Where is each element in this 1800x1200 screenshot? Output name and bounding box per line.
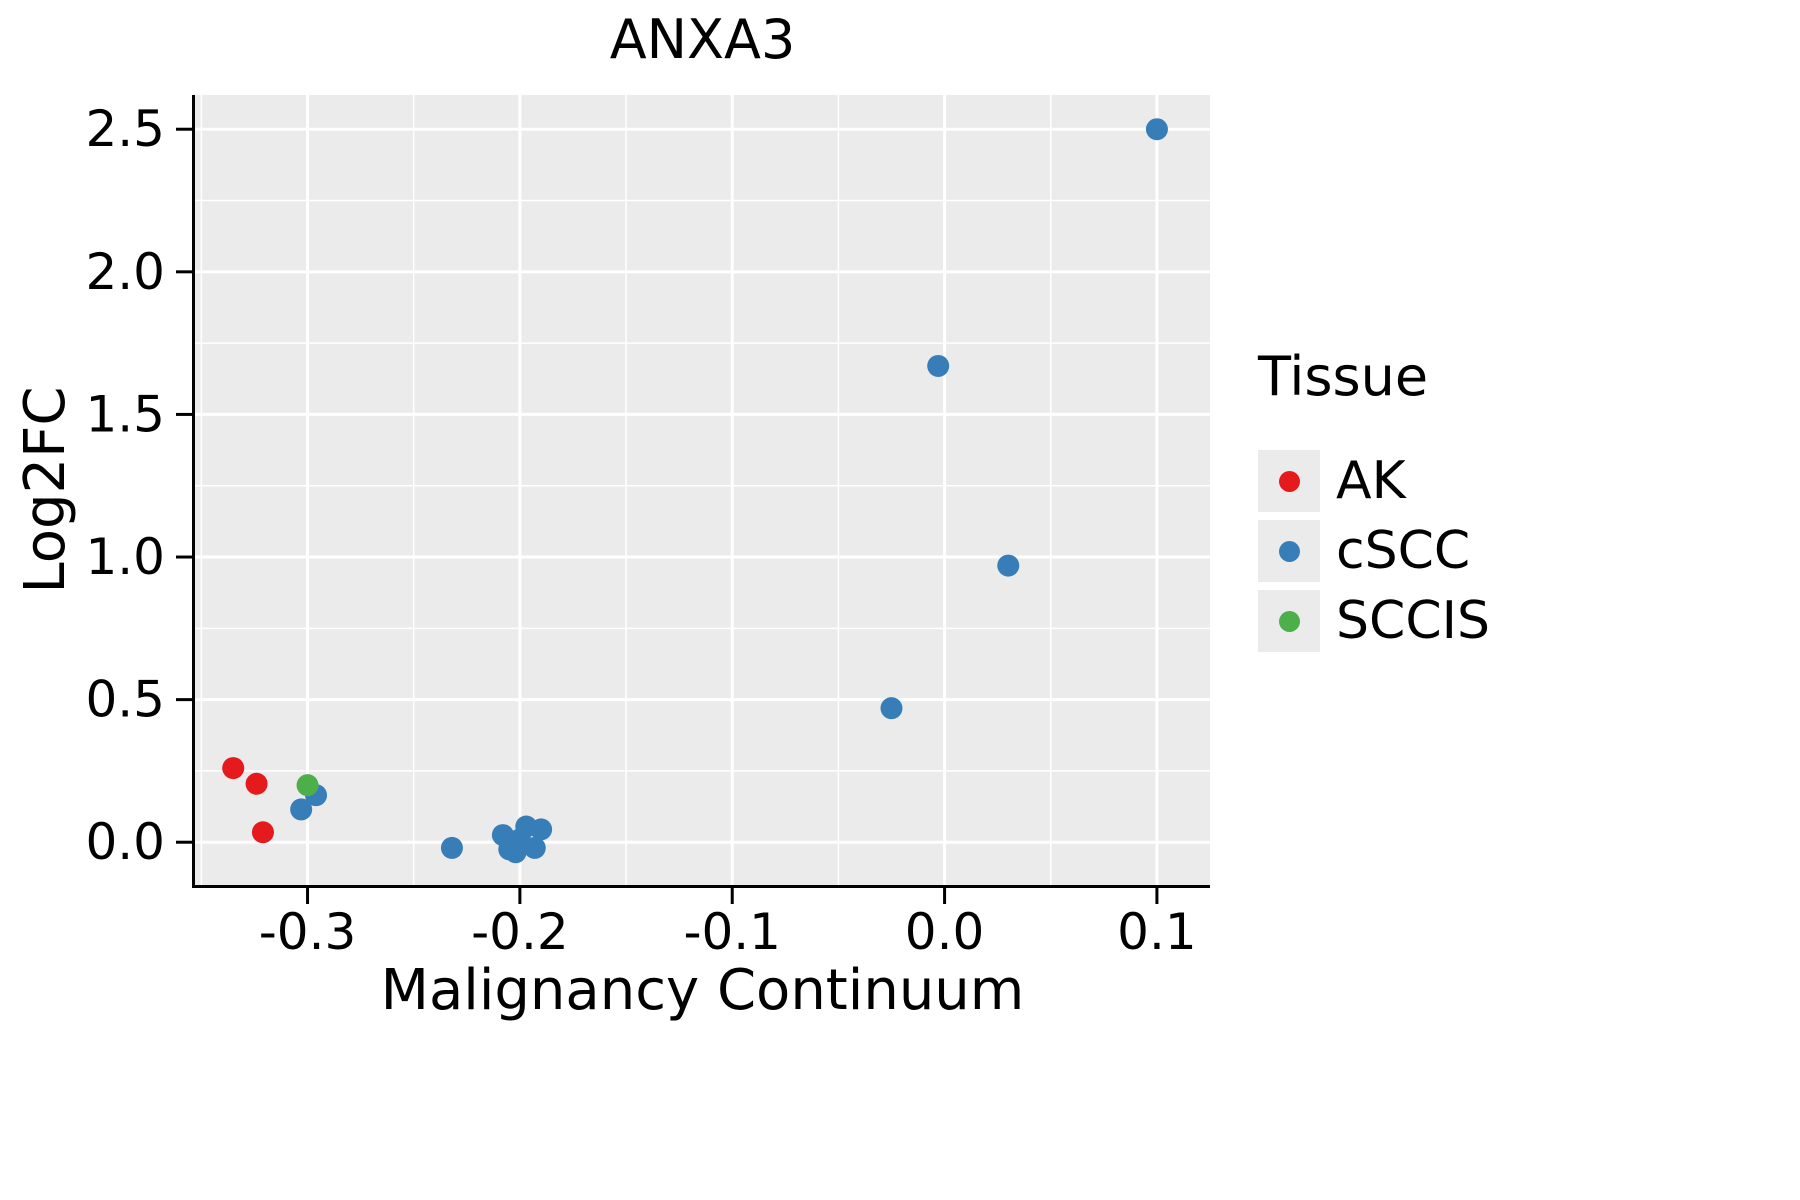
chart-title: ANXA3 <box>609 8 796 71</box>
plot-panel <box>195 95 1210 885</box>
point-cSCC <box>523 836 546 859</box>
legend-entry-AK: AK <box>1258 446 1588 516</box>
legend-entry-label: cSCC <box>1336 521 1471 581</box>
legend-title: Tissue <box>1258 345 1429 408</box>
legend-entry-label: AK <box>1336 451 1406 511</box>
legend-entry-label: SCCIS <box>1336 591 1490 651</box>
legend: Tissue AK cSCC SCCIS <box>1258 345 1588 656</box>
legend-dot-icon <box>1278 540 1300 562</box>
point-cSCC <box>440 836 463 859</box>
x-tick-label: 0.1 <box>1117 903 1197 961</box>
point-cSCC <box>997 554 1020 577</box>
point-cSCC <box>530 818 553 841</box>
x-axis-label: Malignancy Continuum <box>380 958 1025 1023</box>
point-cSCC <box>880 697 903 720</box>
y-axis-label: Log2FC <box>13 386 78 594</box>
point-SCCIS <box>296 774 319 797</box>
y-tick-label: 1.5 <box>85 385 165 443</box>
legend-key <box>1258 520 1320 582</box>
y-tick-label: 1.0 <box>85 528 165 586</box>
point-AK <box>245 772 268 795</box>
point-cSCC <box>927 354 950 377</box>
point-AK <box>222 757 245 780</box>
point-cSCC <box>1145 118 1168 141</box>
y-tick-label: 2.0 <box>85 243 165 301</box>
legend-entries: AK cSCC SCCIS <box>1258 446 1588 656</box>
legend-dot-icon <box>1278 610 1300 632</box>
y-tick-label: 2.5 <box>85 100 165 158</box>
x-tick-label: -0.3 <box>259 903 357 961</box>
x-tick-label: 0.0 <box>905 903 985 961</box>
legend-key <box>1258 590 1320 652</box>
legend-dot-icon <box>1278 470 1300 492</box>
x-tick-label: -0.1 <box>683 903 781 961</box>
x-tick-label: -0.2 <box>471 903 569 961</box>
y-tick-label: 0.0 <box>85 813 165 871</box>
legend-entry-cSCC: cSCC <box>1258 516 1588 586</box>
legend-key <box>1258 450 1320 512</box>
legend-entry-SCCIS: SCCIS <box>1258 586 1588 656</box>
point-cSCC <box>290 798 313 821</box>
y-tick-label: 0.5 <box>85 671 165 729</box>
point-AK <box>251 821 274 844</box>
